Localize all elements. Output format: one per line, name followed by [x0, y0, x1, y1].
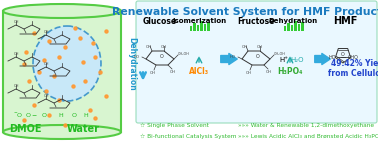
- Text: HO: HO: [328, 55, 336, 60]
- Text: ☆ Bi-functional Catalysis System: ☆ Bi-functional Catalysis System: [140, 133, 237, 139]
- Text: Dehydration: Dehydration: [268, 18, 318, 24]
- Text: OH: OH: [13, 84, 19, 88]
- Text: OH: OH: [242, 45, 248, 49]
- FancyBboxPatch shape: [136, 1, 377, 123]
- Text: $\rm{H}$: $\rm{H}$: [83, 111, 89, 119]
- Text: O: O: [160, 53, 164, 59]
- Text: OH: OH: [146, 45, 152, 49]
- Ellipse shape: [3, 125, 121, 139]
- Text: H₂O: H₂O: [290, 57, 304, 63]
- Text: ☆ Single Phase Solvent: ☆ Single Phase Solvent: [140, 122, 209, 128]
- Text: OH: OH: [246, 71, 252, 75]
- Bar: [200, 21, 203, 31]
- Text: Fructose: Fructose: [237, 17, 275, 25]
- Text: »»» Water & Renewable 1,2-dimethoxyethane: »»» Water & Renewable 1,2-dimethoxyethan…: [238, 122, 374, 128]
- Text: OH: OH: [266, 70, 272, 74]
- Text: »»» Lewis Acidic AlCl₃ and Brønsted Acidic H₃PO₄: »»» Lewis Acidic AlCl₃ and Brønsted Acid…: [238, 134, 378, 139]
- Text: OH: OH: [43, 30, 49, 34]
- Text: DMOE: DMOE: [9, 124, 41, 134]
- Text: O: O: [341, 52, 345, 58]
- Bar: [291, 25, 293, 31]
- Text: HO: HO: [134, 55, 140, 59]
- Text: OH: OH: [43, 94, 49, 98]
- Ellipse shape: [3, 4, 121, 18]
- Ellipse shape: [33, 26, 101, 101]
- Text: $\rm{O}$: $\rm{O}$: [71, 111, 77, 119]
- Text: 49.42% Yield: 49.42% Yield: [331, 59, 378, 67]
- Text: HMF: HMF: [333, 16, 357, 26]
- Text: Dehydration: Dehydration: [127, 37, 136, 90]
- Bar: [204, 24, 206, 31]
- Bar: [294, 21, 297, 31]
- Text: O: O: [256, 53, 260, 59]
- Text: Isomerization: Isomerization: [172, 18, 226, 24]
- Text: OH: OH: [150, 71, 156, 75]
- Text: AlCl₃: AlCl₃: [189, 66, 209, 76]
- Bar: [193, 23, 196, 31]
- Text: OH: OH: [13, 20, 19, 24]
- Text: OH: OH: [170, 70, 176, 74]
- Bar: [197, 25, 199, 31]
- FancyArrowPatch shape: [221, 53, 237, 65]
- Text: from Cellulose: from Cellulose: [328, 69, 378, 77]
- Text: $\rm{^{-}O}$: $\rm{^{-}O}$: [13, 111, 23, 119]
- Text: OH: OH: [13, 52, 19, 56]
- Bar: [298, 24, 300, 31]
- Text: H₃PO₄: H₃PO₄: [277, 66, 303, 76]
- Text: OH: OH: [161, 45, 167, 49]
- Text: $\rm{H}$: $\rm{H}$: [58, 111, 64, 119]
- FancyArrowPatch shape: [315, 53, 330, 65]
- Bar: [287, 23, 290, 31]
- Bar: [284, 26, 286, 31]
- Text: OH: OH: [257, 45, 263, 49]
- Bar: [190, 26, 192, 31]
- Text: CH₂OH: CH₂OH: [274, 52, 286, 56]
- Bar: [301, 22, 304, 31]
- Text: $\rm{O-}$: $\rm{O-}$: [25, 111, 38, 119]
- Text: Water: Water: [67, 124, 99, 134]
- Text: H⁺: H⁺: [279, 57, 288, 63]
- Bar: [3, 11, 121, 132]
- Bar: [207, 22, 210, 31]
- Bar: [3, 11, 121, 132]
- Text: CH₂OH: CH₂OH: [178, 52, 190, 56]
- Text: OH: OH: [43, 62, 49, 66]
- Text: Glucose: Glucose: [143, 17, 177, 25]
- Text: HO: HO: [230, 55, 236, 59]
- Text: $\rm{O}$: $\rm{O}$: [41, 111, 48, 119]
- Text: Renewable Solvent System for HMF Production: Renewable Solvent System for HMF Product…: [112, 7, 378, 17]
- Text: CHO: CHO: [347, 55, 358, 60]
